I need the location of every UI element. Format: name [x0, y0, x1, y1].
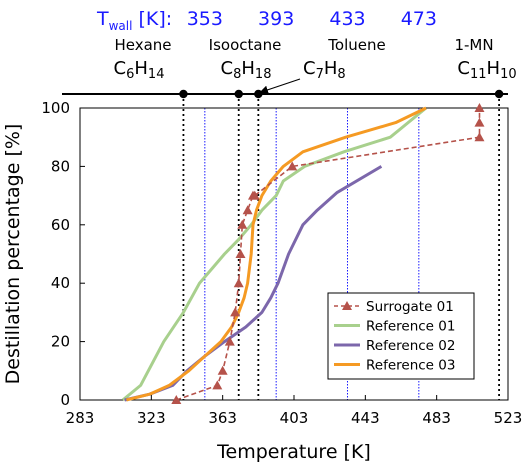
series-point-0-14 [474, 103, 485, 112]
series-point-0-7 [237, 219, 248, 229]
series-point-0-13 [474, 117, 485, 127]
wall-temp-value-2: 433 [329, 8, 365, 30]
x-axis-title: Temperature [K] [216, 441, 371, 463]
series-point-0-11 [287, 161, 298, 171]
x-tick-label-2: 363 [208, 409, 237, 427]
component-formula-1: C8H18 [221, 58, 272, 82]
y-axis-title: Destillation percentage [%] [2, 124, 24, 385]
legend-marker-0 [342, 301, 352, 310]
y-tick-label-2: 40 [51, 274, 70, 292]
wall-temp-value-1: 393 [258, 8, 294, 30]
component-formula-2: C7H8 [303, 58, 346, 82]
component-name-3: 1-MN [454, 36, 493, 54]
y-tick-label-0: 0 [60, 391, 70, 409]
y-tick-label-1: 20 [51, 333, 70, 351]
wall-temp-unit: [K]: [132, 8, 172, 30]
y-tick-label-3: 60 [51, 216, 70, 234]
x-tick-label-5: 483 [422, 409, 451, 427]
series-point-0-6 [235, 249, 246, 258]
y-tick-label-4: 80 [51, 157, 70, 175]
series-point-0-1 [212, 380, 223, 390]
x-tick-label-1: 323 [137, 409, 166, 427]
series-line-3 [126, 106, 427, 402]
y-tick-label-5: 100 [41, 99, 70, 117]
series-point-0-5 [233, 278, 244, 288]
x-tick-label-3: 403 [280, 409, 309, 427]
series-point-0-0 [171, 395, 182, 404]
x-tick-label-4: 443 [351, 409, 380, 427]
component-formula-3: C11H10 [457, 58, 516, 82]
legend-label-1: Reference 01 [366, 319, 455, 335]
toluene-arrow [259, 78, 301, 95]
wall-temp-subscript: wall [109, 19, 133, 33]
component-formula-0: C6H14 [114, 58, 165, 82]
component-name-2: Toluene [327, 36, 385, 54]
series-point-0-2 [217, 365, 228, 375]
series-line-1 [121, 106, 427, 402]
legend-label-2: Reference 02 [366, 338, 455, 354]
x-tick-label-0: 283 [66, 409, 95, 427]
wall-temp-value-0: 353 [187, 8, 223, 30]
series-point-0-3 [224, 336, 235, 346]
wall-temp-header: Twall [K]: [96, 8, 172, 33]
series-point-0-10 [249, 190, 260, 200]
series-point-0-12 [474, 132, 485, 142]
legend-label-3: Reference 03 [366, 358, 455, 374]
x-tick-label-6: 523 [494, 409, 523, 427]
wall-temp-symbol: T [96, 8, 109, 30]
component-name-0: Hexane [114, 36, 171, 54]
wall-temp-value-3: 473 [401, 8, 437, 30]
series-point-0-4 [230, 307, 241, 317]
component-name-1: Isooctane [209, 36, 282, 54]
series-point-0-8 [242, 205, 253, 215]
legend-label-0: Surrogate 01 [366, 299, 454, 315]
